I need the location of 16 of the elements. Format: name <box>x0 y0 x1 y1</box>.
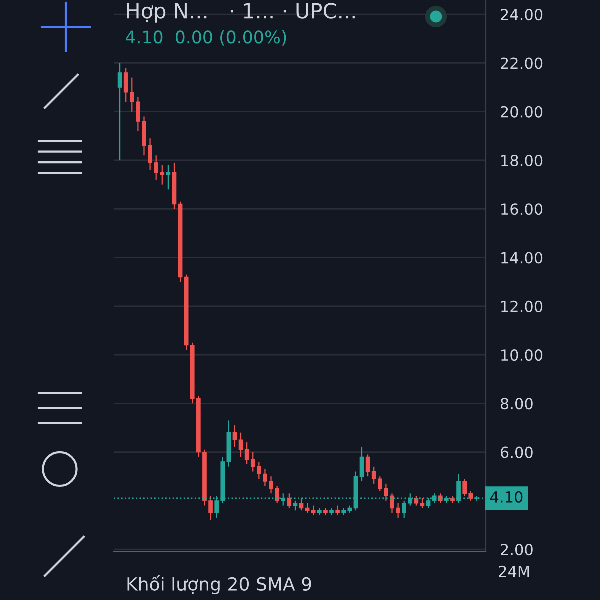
y-tick-label: 2.00 <box>501 544 533 556</box>
y-tick-label: 24.00 <box>501 9 543 21</box>
chart-title: Hợp N... · 1... · UPC... <box>127 3 355 23</box>
text: Khối lượng 20 SMA 9 <box>128 575 312 595</box>
y-tick-label: 14.00 <box>502 252 543 264</box>
y-tick-label: 16.00 <box>502 204 543 216</box>
y-tick-label: 20.00 <box>501 106 543 118</box>
y-tick-label: 8.00 <box>500 398 533 410</box>
y-tick-label: 12.00 <box>502 300 543 312</box>
text: 4.10 0.00 (0.00%) <box>126 30 286 46</box>
text: 24M <box>499 566 530 578</box>
y-tick-label: 18.00 <box>502 154 543 167</box>
y-tick-label: 10.00 <box>502 349 543 362</box>
y-tick-label: 22.00 <box>501 58 543 70</box>
y-tick-label: 6.00 <box>500 446 533 458</box>
ref-line-label: 4.10 <box>490 491 523 503</box>
